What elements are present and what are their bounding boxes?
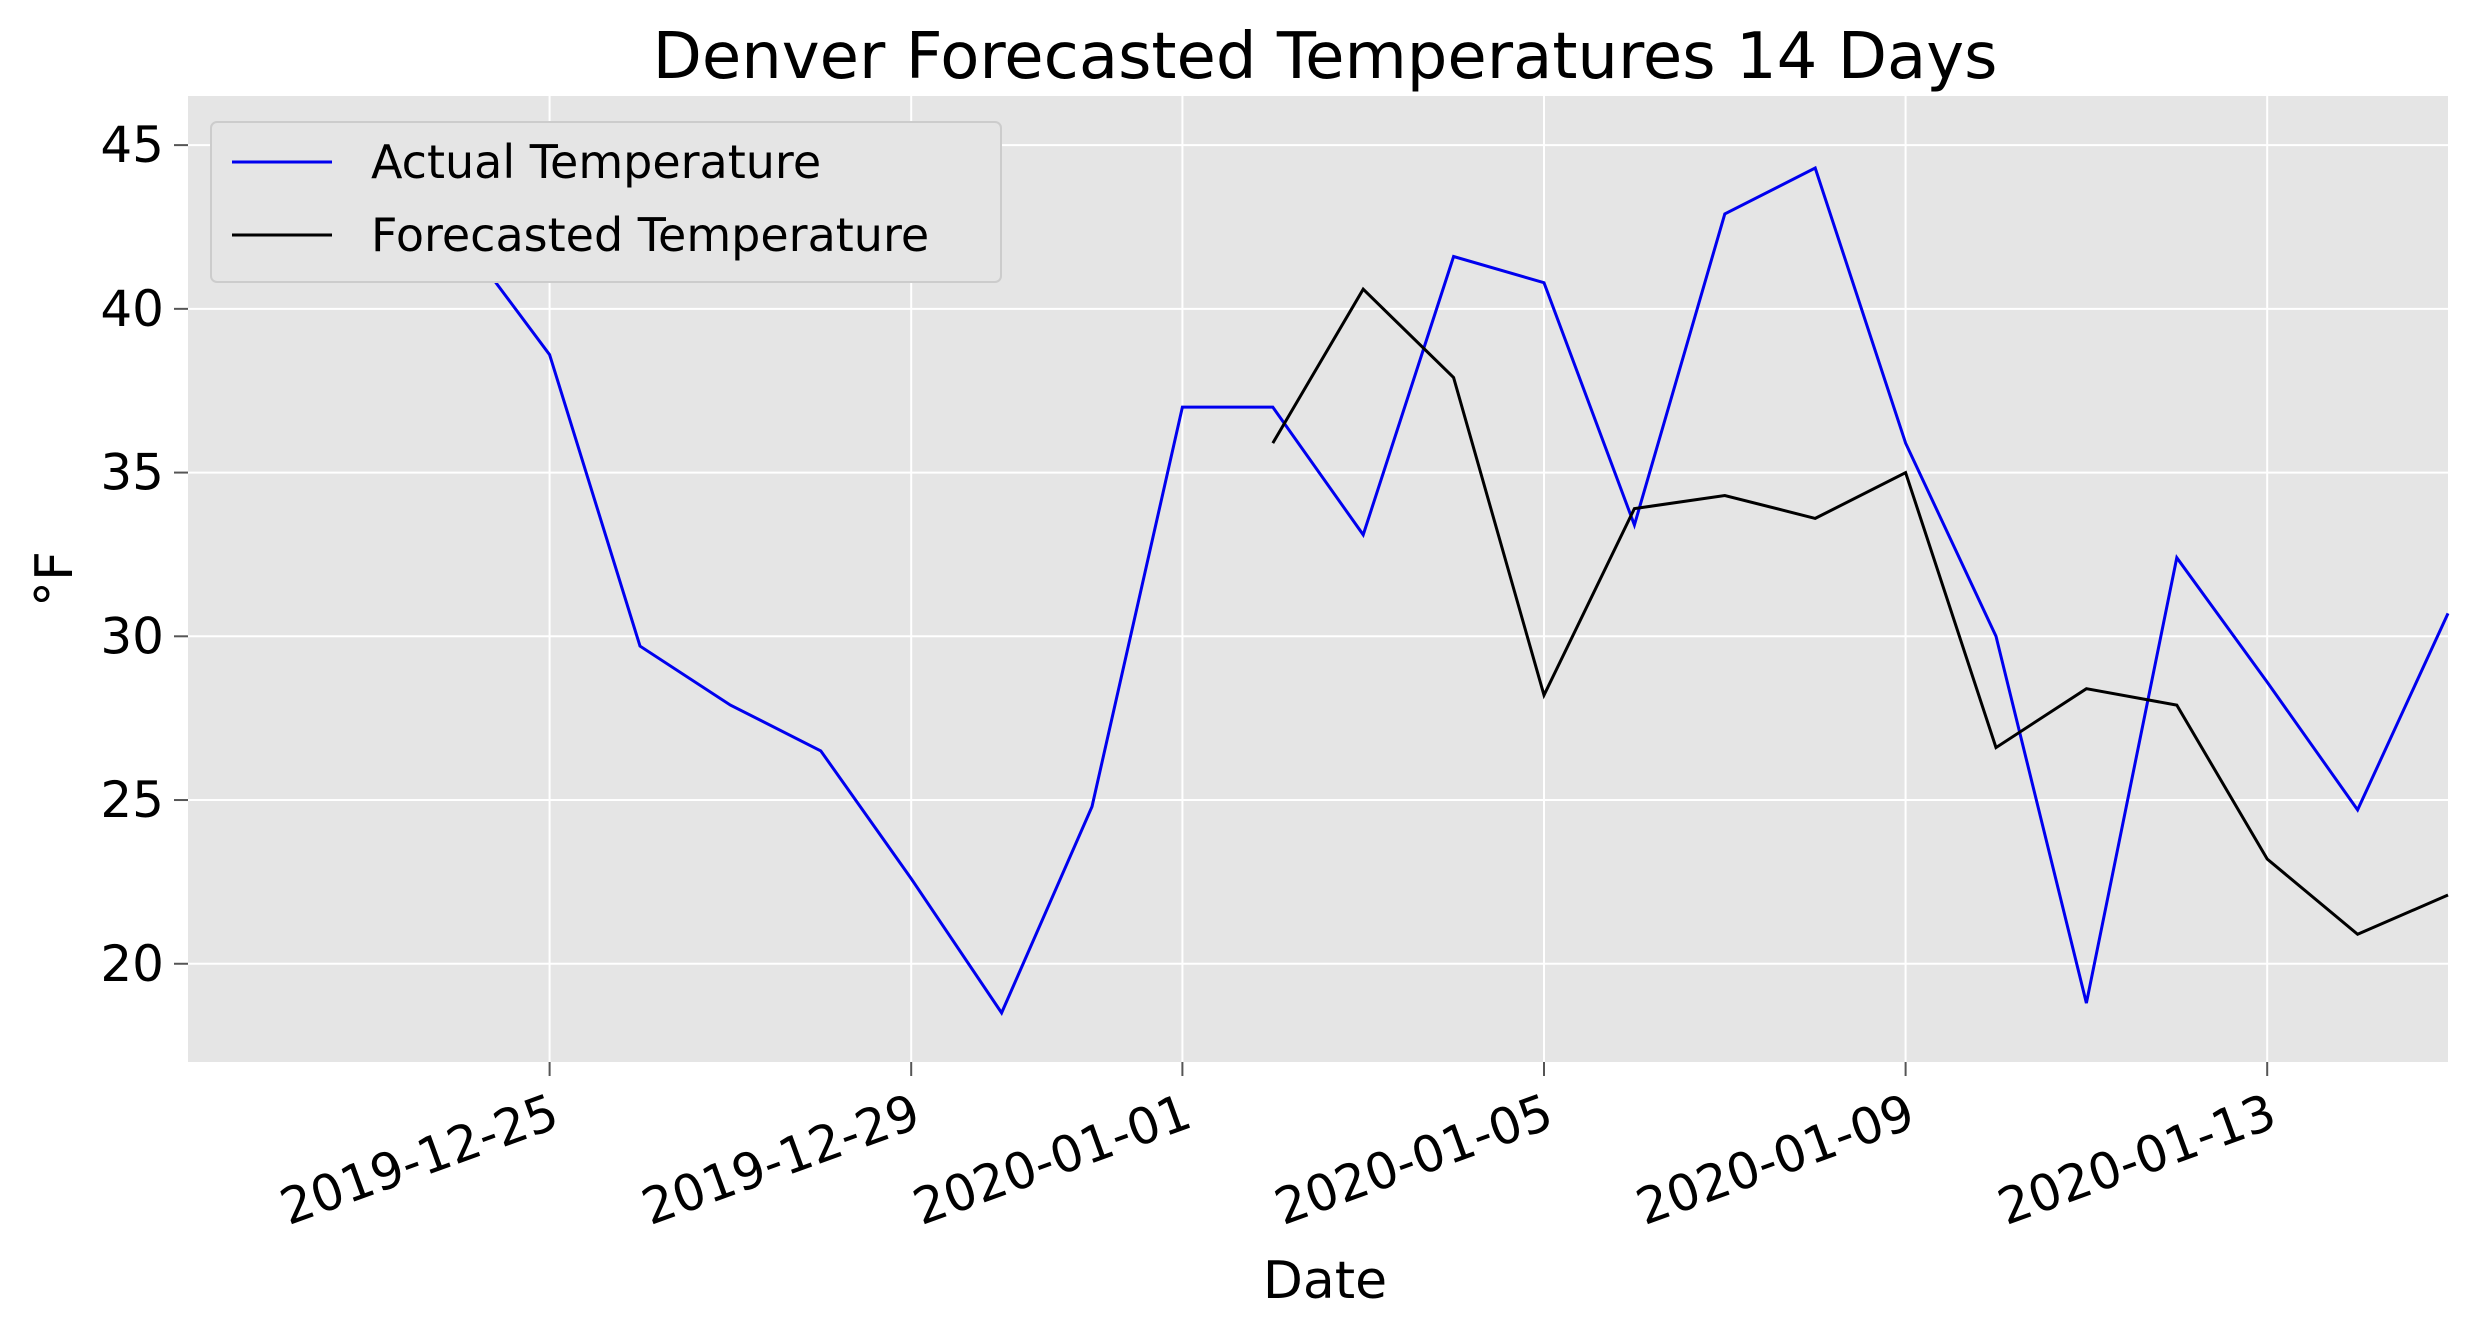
- x-tick-label: 2020-01-13: [1990, 1083, 2283, 1237]
- series-forecasted-temperature: [1271, 286, 2449, 937]
- chart-title: Denver Forecasted Temperatures 14 Days: [653, 20, 1998, 94]
- y-tick-label: 20: [100, 935, 164, 993]
- legend-box: [210, 121, 1002, 283]
- x-tick-label: 2020-01-05: [1267, 1083, 1560, 1237]
- x-tick-label: 2020-01-09: [1629, 1083, 1922, 1237]
- legend-forecast-label: Forecasted Temperature: [371, 208, 929, 262]
- x-tick-label: 2019-12-29: [634, 1083, 927, 1237]
- x-tick-label: 2019-12-25: [273, 1083, 566, 1237]
- series-actual-temperature: [367, 131, 2450, 1017]
- y-tick-label: 30: [100, 607, 164, 665]
- legend: Actual Temperature Forecasted Temperatur…: [210, 121, 1002, 283]
- y-axis-label: °F: [25, 551, 85, 607]
- y-tick-label: 40: [100, 280, 164, 338]
- y-tick-label: 45: [100, 116, 164, 174]
- series-layer: [367, 131, 2450, 1017]
- x-axis-label: Date: [1263, 1251, 1387, 1311]
- x-tick-label: 2020-01-01: [906, 1083, 1199, 1237]
- y-tick-label: 25: [100, 771, 164, 829]
- legend-actual-label: Actual Temperature: [371, 135, 821, 189]
- y-tick-label: 35: [100, 444, 164, 502]
